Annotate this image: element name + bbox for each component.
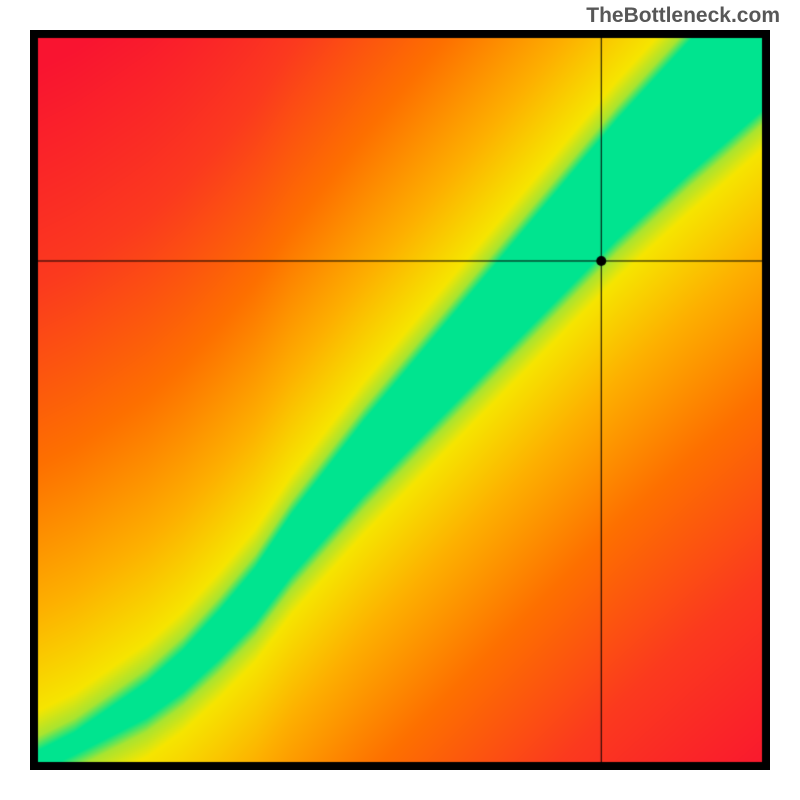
credit-text: TheBottleneck.com bbox=[586, 4, 780, 28]
bottleneck-heatmap bbox=[30, 30, 770, 770]
